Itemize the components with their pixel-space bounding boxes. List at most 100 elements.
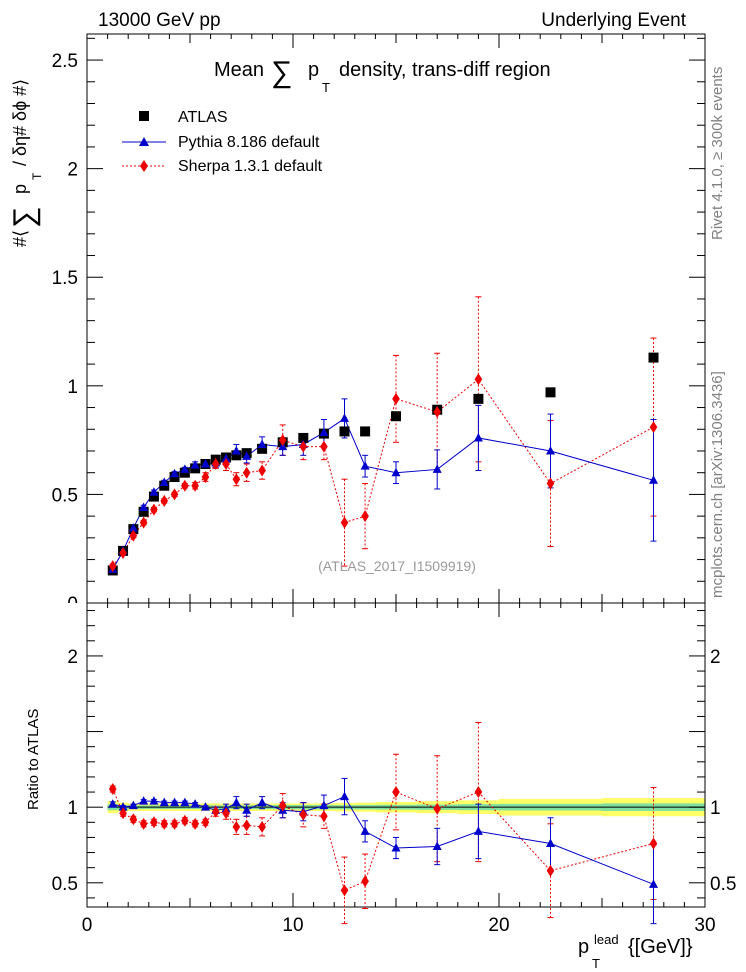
- sherpa-data-point: [160, 494, 169, 507]
- atlas-data-point: [231, 450, 242, 461]
- pythia-data-point: [473, 432, 483, 442]
- pythia-data-point: [432, 464, 442, 473]
- pythia-data-point: [257, 439, 267, 448]
- legend: ATLAS Pythia 8.186 default Sherpa 1.3.1 …: [122, 109, 323, 175]
- ratio-sherpa-point: [258, 820, 266, 833]
- sherpa-data-point: [340, 516, 349, 529]
- ratio-sherpa-point: [433, 802, 441, 815]
- ratio-pythia-point: [473, 826, 483, 835]
- ratio-pythia-point: [649, 879, 658, 888]
- ratio-sherpa-point: [222, 807, 230, 820]
- pythia-data-point: [340, 413, 349, 422]
- ylabel-pre: #⟨: [10, 230, 30, 247]
- ratio-plot-panel: 0 10 20 30 0.5 0.5 1 1 2 2: [52, 602, 736, 936]
- rivet-version-label: Rivet 4.1.0, ≥ 300k events: [709, 67, 726, 240]
- main-plot-panel: 0.5 1 1.5 2 2.5 0: [52, 33, 706, 907]
- ratio-y-tick-label-left: 0.5: [52, 874, 78, 895]
- ratio-pythia-point: [108, 799, 118, 808]
- atlas-data-point: [298, 432, 309, 443]
- ratio-plot-frame: [86, 602, 706, 908]
- ratio-pythia-point: [159, 797, 169, 807]
- sherpa-data-point: [211, 458, 220, 471]
- ratio-sherpa-point: [546, 864, 555, 877]
- ratio-pythia-point: [319, 800, 329, 810]
- ratio-pythia-point: [190, 799, 200, 808]
- main-plot-title: Mean ∑ p T density, trans-diff region: [214, 56, 551, 95]
- sherpa-data-point: [129, 529, 138, 542]
- ratio-y-tick-label-left: 1: [67, 798, 78, 819]
- pythia-data-point: [190, 460, 200, 469]
- pythia-data-point: [242, 451, 252, 460]
- atlas-data-point: [545, 387, 556, 398]
- pythia-data-point: [319, 427, 329, 437]
- x-tick-label: 0: [82, 915, 93, 936]
- ratio-sherpa-point: [320, 810, 328, 823]
- sherpa-data-point: [108, 560, 117, 573]
- ratio-sherpa-point: [649, 837, 658, 850]
- title-pre: Mean: [214, 59, 264, 81]
- ratio-pythia-point: [242, 805, 252, 814]
- ratio-y-tick-label-right: 0.5: [710, 874, 736, 895]
- ratio-y-tick-label-right: 1: [710, 798, 721, 819]
- x-tick-label: 30: [694, 915, 715, 936]
- title-p-subscript: T: [322, 80, 330, 95]
- sherpa-data-point: [139, 516, 148, 529]
- y-tick-label-zero: 0: [67, 594, 78, 615]
- pythia-data-point: [159, 477, 169, 486]
- ylabel-p: p: [10, 184, 30, 194]
- pythia-data-point: [649, 475, 658, 484]
- main-y-axis-label: #⟨ ∑ p T / δη# δϕ #⟩: [8, 79, 44, 247]
- ratio-sherpa-point: [129, 813, 138, 826]
- header-right-label: Underlying Event: [541, 10, 686, 31]
- x-tick-label: 10: [282, 915, 303, 936]
- ratio-sherpa-point: [160, 817, 169, 830]
- ratio-sherpa-point: [361, 875, 369, 888]
- pythia-data-point: [149, 487, 159, 496]
- sherpa-data-point: [278, 434, 287, 447]
- ratio-pythia-point: [139, 796, 149, 805]
- sherpa-data-point: [242, 466, 251, 479]
- sherpa-data-point: [320, 440, 328, 453]
- pythia-data-point: [360, 461, 370, 470]
- ratio-sherpa-point: [474, 786, 483, 799]
- ratio-y-tick-label-left: 2: [67, 647, 78, 668]
- ratio-sherpa-point: [299, 808, 308, 821]
- ratio-sherpa-point: [150, 816, 158, 829]
- ylabel-post: / δη# δϕ #⟩: [10, 79, 30, 166]
- legend-label-sherpa: Sherpa 1.3.1 default: [178, 158, 323, 175]
- sherpa-data-point: [433, 405, 441, 418]
- atlas-data-point: [148, 491, 159, 502]
- ratio-sherpa-point: [191, 817, 199, 830]
- atlas-data-point: [391, 411, 401, 422]
- atlas-data-point: [648, 352, 659, 363]
- x-axis-label: p T lead {[GeV]}: [578, 932, 693, 971]
- ratio-pythia-point: [257, 797, 267, 807]
- ratio-y-axis-label: Ratio to ATLAS: [25, 709, 42, 810]
- ratio-sherpa-point: [392, 786, 400, 799]
- ratio-pythia-point: [340, 791, 349, 801]
- ylabel-p-subscript: T: [30, 172, 44, 180]
- ratio-sherpa-point: [211, 805, 220, 818]
- sherpa-data-point: [191, 479, 199, 492]
- legend-label-atlas: ATLAS: [178, 109, 228, 126]
- ratio-sherpa-point: [170, 817, 179, 830]
- atlas-data-point: [257, 443, 268, 454]
- pythia-data-point: [221, 453, 231, 463]
- ratio-pythia-point: [231, 797, 241, 807]
- y-tick-label: 1.5: [52, 268, 78, 289]
- legend-marker-atlas: [139, 111, 149, 121]
- title-sum-symbol: ∑: [271, 56, 292, 89]
- xlabel-superscript: lead: [594, 932, 619, 947]
- x-tick-label: 20: [488, 915, 509, 936]
- ratio-pythia-point: [200, 802, 210, 811]
- sherpa-data-point: [546, 477, 555, 490]
- ratio-sherpa-point: [340, 884, 349, 897]
- ratio-pythia-point: [546, 838, 555, 847]
- y-tick-label: 2.5: [52, 51, 78, 72]
- y-tick-label: 0.5: [52, 485, 78, 506]
- xlabel-subscript: T: [592, 956, 600, 971]
- sherpa-data-point: [150, 503, 158, 516]
- pythia-data-point: [391, 467, 401, 477]
- pythia-data-point: [231, 445, 241, 455]
